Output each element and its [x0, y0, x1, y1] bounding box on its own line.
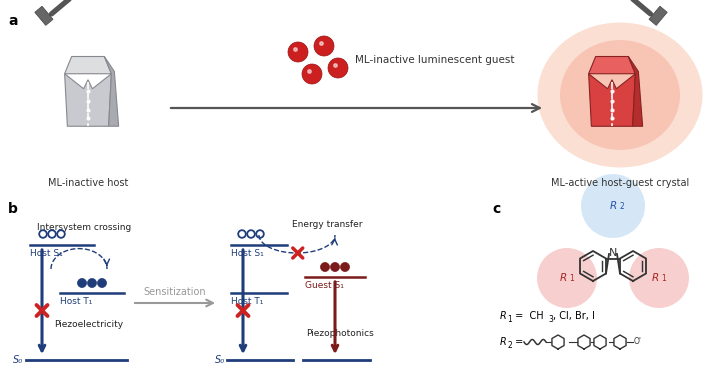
- Text: Host S₁: Host S₁: [30, 249, 63, 258]
- Text: , Cl, Br, I: , Cl, Br, I: [553, 311, 595, 321]
- Circle shape: [328, 58, 348, 78]
- Text: a: a: [8, 14, 17, 28]
- Text: ML-active host-guest crystal: ML-active host-guest crystal: [551, 178, 689, 188]
- Text: N: N: [609, 248, 617, 258]
- Text: R: R: [500, 311, 507, 321]
- Circle shape: [331, 262, 339, 272]
- Text: Piezophotonics: Piezophotonics: [306, 329, 374, 338]
- Text: b: b: [8, 202, 18, 216]
- Circle shape: [302, 64, 322, 84]
- Text: R: R: [609, 201, 616, 211]
- Text: ML-inactive luminescent guest: ML-inactive luminescent guest: [355, 55, 515, 65]
- Polygon shape: [64, 57, 112, 74]
- Polygon shape: [629, 57, 643, 126]
- Circle shape: [321, 262, 329, 272]
- Text: R: R: [652, 273, 659, 283]
- Text: 3: 3: [548, 314, 553, 324]
- Circle shape: [97, 278, 107, 288]
- Text: Piezoelectricity: Piezoelectricity: [54, 320, 123, 329]
- Polygon shape: [64, 74, 112, 126]
- Text: 2: 2: [619, 202, 624, 211]
- Text: ML-inactive host: ML-inactive host: [48, 178, 128, 188]
- Text: Sensitization: Sensitization: [144, 287, 206, 297]
- Text: Host T₁: Host T₁: [231, 297, 263, 306]
- Polygon shape: [589, 57, 635, 74]
- Circle shape: [314, 36, 334, 56]
- Polygon shape: [105, 57, 119, 126]
- Circle shape: [87, 278, 97, 288]
- Text: 1: 1: [661, 274, 666, 283]
- Text: Intersystem crossing: Intersystem crossing: [37, 223, 131, 232]
- Text: S₀: S₀: [13, 355, 23, 365]
- Polygon shape: [649, 6, 667, 25]
- Text: 2: 2: [507, 340, 512, 350]
- Ellipse shape: [538, 23, 702, 167]
- Circle shape: [341, 262, 349, 272]
- Text: =: =: [512, 337, 523, 347]
- Polygon shape: [589, 74, 635, 126]
- Text: R: R: [500, 337, 507, 347]
- Text: O': O': [634, 337, 642, 347]
- Circle shape: [581, 174, 645, 238]
- Text: 1: 1: [569, 274, 574, 283]
- Circle shape: [629, 248, 689, 308]
- Circle shape: [77, 278, 87, 288]
- Text: Host T₁: Host T₁: [60, 297, 92, 306]
- Circle shape: [288, 42, 308, 62]
- Text: Energy transfer: Energy transfer: [291, 220, 362, 229]
- Text: Host S₁: Host S₁: [231, 249, 263, 258]
- Ellipse shape: [560, 40, 680, 150]
- Text: Guest S₁: Guest S₁: [305, 281, 344, 290]
- Polygon shape: [35, 6, 53, 25]
- Text: 1: 1: [507, 314, 512, 324]
- Text: R: R: [559, 273, 566, 283]
- Text: S₀: S₀: [215, 355, 225, 365]
- Circle shape: [537, 248, 597, 308]
- Text: c: c: [492, 202, 500, 216]
- Text: =  CH: = CH: [512, 311, 543, 321]
